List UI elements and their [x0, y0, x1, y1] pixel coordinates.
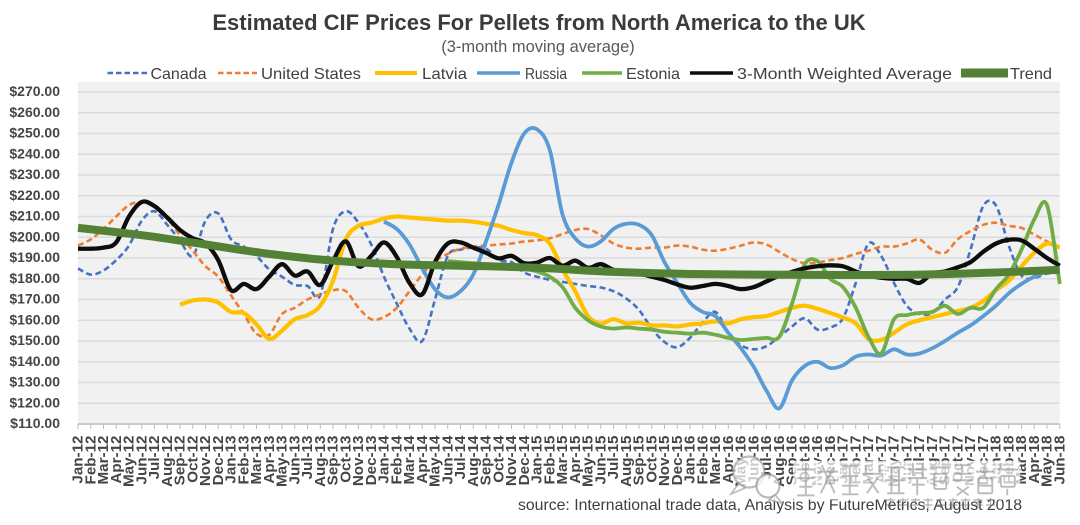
- svg-text:Estonia: Estonia: [626, 66, 680, 83]
- svg-text:Oct-14: Oct-14: [490, 435, 507, 483]
- svg-text:$260.00: $260.00: [9, 104, 60, 120]
- svg-text:Dec-15: Dec-15: [669, 435, 686, 485]
- svg-text:$220.00: $220.00: [9, 187, 60, 203]
- svg-text:Nov-12: Nov-12: [197, 436, 214, 487]
- svg-text:Nov-14: Nov-14: [503, 435, 520, 486]
- svg-text:Jul-14: Jul-14: [452, 435, 469, 479]
- svg-text:Jan-16: Jan-16: [682, 436, 699, 484]
- svg-text:May-15: May-15: [580, 435, 597, 487]
- svg-text:Aug-15: Aug-15: [618, 435, 635, 487]
- svg-text:Sep-15: Sep-15: [631, 435, 648, 485]
- svg-text:Dec-13: Dec-13: [363, 436, 380, 486]
- svg-text:May-13: May-13: [274, 436, 291, 488]
- svg-text:Nov-13: Nov-13: [350, 436, 367, 487]
- svg-text:$210.00: $210.00: [9, 208, 60, 224]
- svg-text:Oct-15: Oct-15: [643, 435, 660, 483]
- svg-text:Trend: Trend: [1010, 66, 1052, 83]
- svg-text:$240.00: $240.00: [9, 145, 60, 161]
- svg-text:Jun-13: Jun-13: [286, 436, 303, 485]
- svg-text:Jun-18: Jun-18: [1051, 436, 1068, 485]
- svg-text:$150.00: $150.00: [9, 332, 60, 348]
- svg-text:Mar-13: Mar-13: [248, 436, 265, 485]
- svg-text:Jan-13: Jan-13: [223, 436, 240, 484]
- svg-text:Sep-12: Sep-12: [172, 436, 189, 486]
- svg-text:$180.00: $180.00: [9, 270, 60, 286]
- svg-text:Nov-15: Nov-15: [656, 435, 673, 486]
- svg-text:Apr-15: Apr-15: [567, 435, 584, 484]
- svg-text:Jun-14: Jun-14: [439, 435, 456, 485]
- svg-text:$110.00: $110.00: [10, 415, 60, 431]
- svg-text:Apr-12: Apr-12: [108, 436, 125, 484]
- svg-text:3-Month Weighted Average: 3-Month Weighted Average: [737, 66, 952, 83]
- svg-text:Sep-13: Sep-13: [325, 436, 342, 486]
- svg-text:Jun-15: Jun-15: [592, 435, 609, 485]
- svg-text:Feb-16: Feb-16: [694, 436, 711, 485]
- svg-text:May-18: May-18: [1039, 436, 1056, 488]
- svg-text:Dec-12: Dec-12: [210, 436, 227, 486]
- svg-text:Sep-14: Sep-14: [478, 435, 495, 485]
- svg-text:$200.00: $200.00: [9, 228, 60, 244]
- svg-text:Oct-12: Oct-12: [184, 436, 201, 483]
- svg-text:Dec-14: Dec-14: [516, 435, 533, 485]
- svg-text:Jul-15: Jul-15: [605, 435, 622, 479]
- svg-text:$140.00: $140.00: [9, 353, 60, 369]
- svg-text:Mar-16: Mar-16: [707, 436, 724, 485]
- svg-text:May-12: May-12: [121, 436, 138, 488]
- svg-text:Mar-12: Mar-12: [95, 436, 112, 485]
- svg-text:Apr-13: Apr-13: [261, 436, 278, 484]
- svg-text:Feb-13: Feb-13: [235, 436, 252, 485]
- svg-text:Canada: Canada: [151, 66, 207, 83]
- svg-text:Feb-14: Feb-14: [388, 435, 405, 485]
- svg-text:Mar-14: Mar-14: [401, 435, 418, 485]
- svg-text:Feb-12: Feb-12: [82, 436, 99, 485]
- svg-text:source: International trade da: source: International trade data, Analys…: [518, 497, 1022, 514]
- svg-text:Jun-12: Jun-12: [133, 436, 150, 485]
- svg-text:Estimated CIF Prices For Pelle: Estimated CIF Prices For Pellets from No…: [212, 10, 865, 35]
- svg-text:$250.00: $250.00: [9, 125, 60, 141]
- svg-text:$130.00: $130.00: [9, 374, 60, 390]
- svg-text:Aug-13: Aug-13: [312, 436, 329, 487]
- svg-text:Mar-15: Mar-15: [554, 435, 571, 485]
- svg-text:Feb-15: Feb-15: [541, 435, 558, 485]
- svg-text:$190.00: $190.00: [9, 249, 60, 265]
- svg-text:Russia: Russia: [525, 66, 567, 83]
- svg-text:Oct-13: Oct-13: [337, 436, 354, 483]
- svg-text:Apr-18: Apr-18: [1026, 436, 1043, 484]
- svg-text:Apr-14: Apr-14: [414, 435, 431, 484]
- svg-text:$170.00: $170.00: [9, 291, 60, 307]
- svg-text:Jul-12: Jul-12: [146, 436, 163, 480]
- svg-text:$160.00: $160.00: [9, 311, 60, 327]
- svg-text:$270.00: $270.00: [9, 83, 60, 99]
- svg-text:Aug-12: Aug-12: [159, 436, 176, 487]
- svg-text:$230.00: $230.00: [9, 166, 60, 182]
- svg-text:Jan-15: Jan-15: [529, 435, 546, 484]
- svg-text:Latvia: Latvia: [422, 66, 467, 83]
- svg-text:Jul-13: Jul-13: [299, 436, 316, 480]
- svg-text:Jan-14: Jan-14: [376, 435, 393, 484]
- svg-text:Jan-12: Jan-12: [70, 436, 87, 484]
- svg-text:United States: United States: [261, 66, 361, 83]
- svg-text:Aug-14: Aug-14: [465, 435, 482, 487]
- svg-text:(3-month moving average): (3-month moving average): [441, 38, 635, 56]
- svg-text:May-14: May-14: [427, 435, 444, 487]
- svg-text:Aug-16: Aug-16: [771, 436, 788, 487]
- svg-text:$120.00: $120.00: [9, 394, 60, 410]
